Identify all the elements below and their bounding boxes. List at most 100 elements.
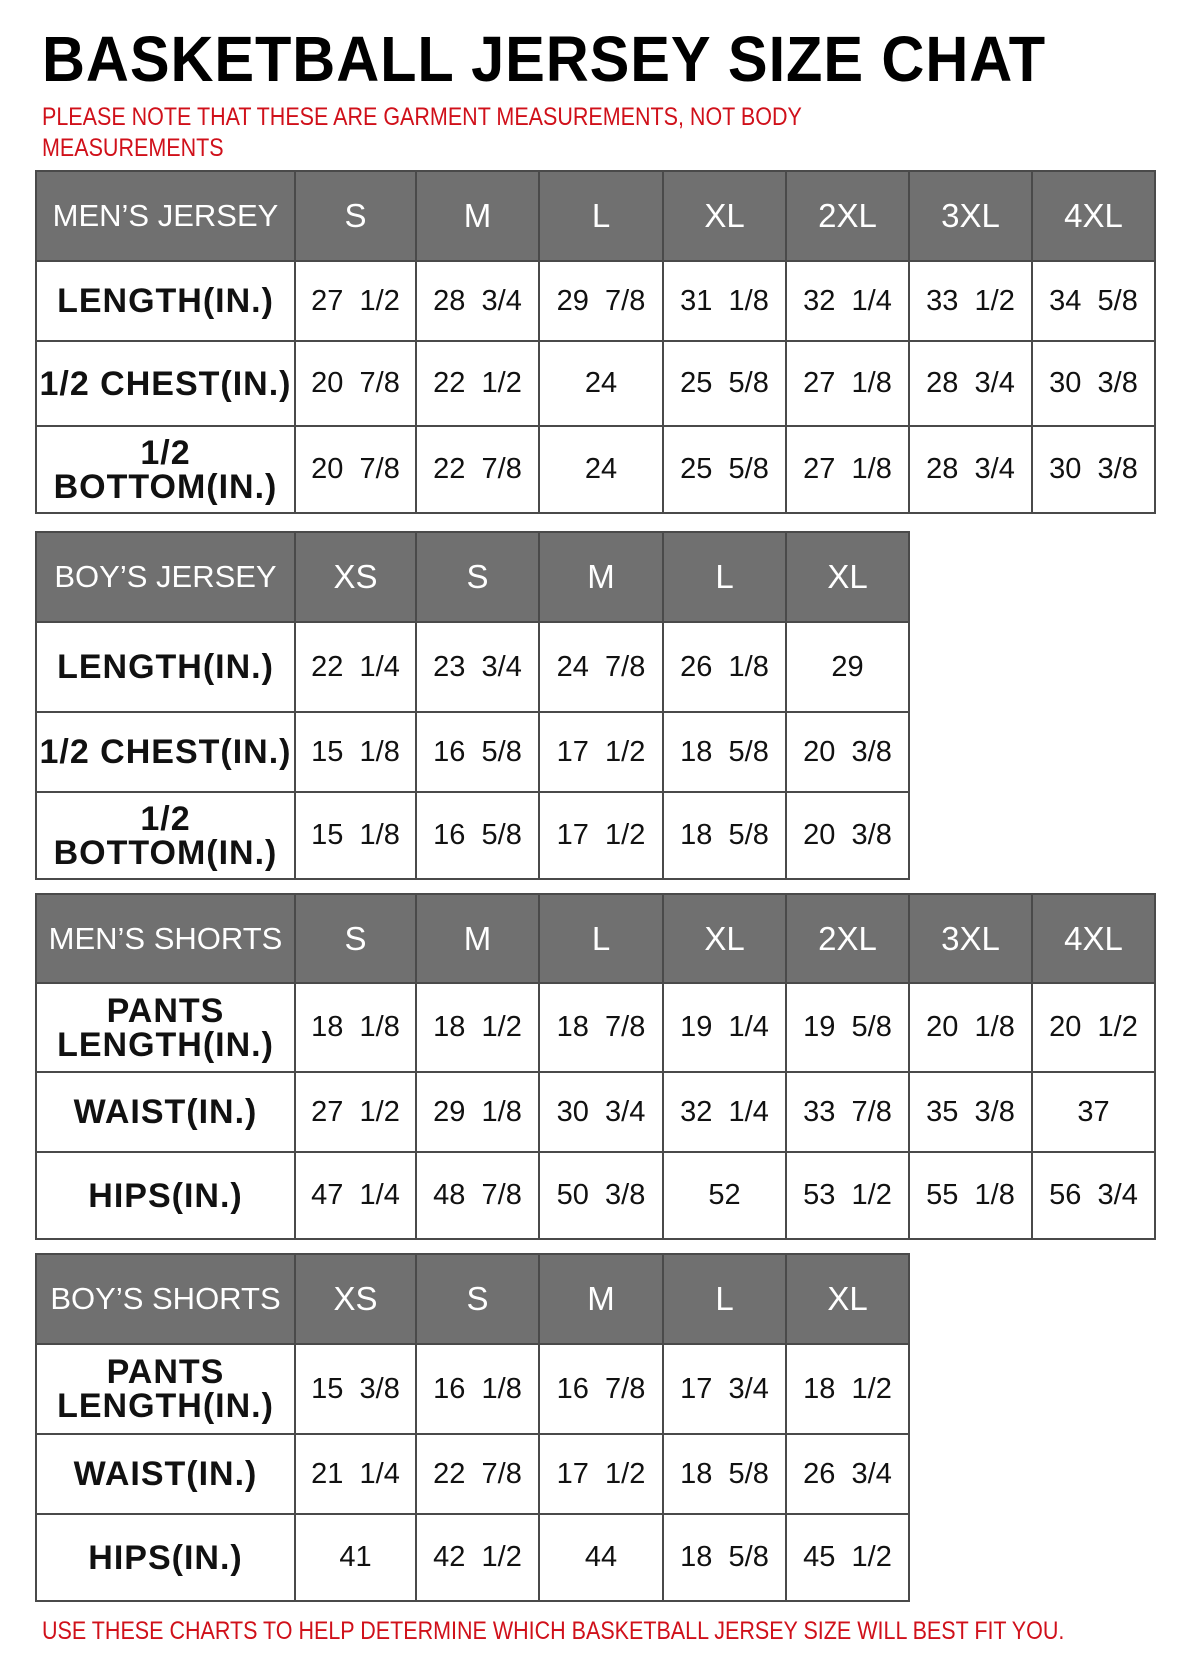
size-header: XL xyxy=(785,531,910,623)
measurement-cell: 20 7/8 xyxy=(294,340,417,427)
measurement-cell: 18 5/8 xyxy=(662,711,787,793)
measurement-cell: 22 1/2 xyxy=(415,340,540,427)
measurement-cell: 17 1/2 xyxy=(538,711,664,793)
table-row: 1/2 BOTTOM(IN.) 20 7/8 22 7/8 24 25 5/8 27 1/… xyxy=(35,425,1156,514)
row-label: HIPS(IN.) xyxy=(35,1151,296,1240)
mens-jersey-table: MEN’S JERSEY S M L XL 2XL 3XL 4XL LENGTH(IN.) 27 … xyxy=(35,170,1156,514)
measurement-cell: 20 1/8 xyxy=(908,982,1033,1073)
page-title: BASKETBALL JERSEY SIZE CHAT xyxy=(42,23,1047,95)
row-label: PANTS LENGTH(IN.) xyxy=(35,982,296,1073)
measurement-cell: 33 7/8 xyxy=(785,1071,910,1153)
measurement-cell: 50 3/8 xyxy=(538,1151,664,1240)
measurement-cell: 16 5/8 xyxy=(415,711,540,793)
table-label: BOY’S JERSEY xyxy=(35,531,296,623)
row-label: LENGTH(IN.) xyxy=(35,621,296,713)
mens-shorts-table: MEN’S SHORTS S M L XL 2XL 3XL 4XL PANTS LENGTH(I… xyxy=(35,893,1156,1240)
measurement-cell: 28 3/4 xyxy=(415,260,540,342)
measurement-cell: 41 xyxy=(294,1513,417,1602)
measurement-cell: 27 1/8 xyxy=(785,425,910,514)
size-header: M xyxy=(415,893,540,984)
measurement-cell: 15 1/8 xyxy=(294,791,417,880)
boys-jersey-table: BOY’S JERSEY XS S M L XL LENGTH(IN.) 22 1/4 23 3… xyxy=(35,531,910,880)
measurement-cell: 32 1/4 xyxy=(662,1071,787,1153)
row-label: WAIST(IN.) xyxy=(35,1071,296,1153)
measurement-cell: 19 1/4 xyxy=(662,982,787,1073)
measurement-cell: 18 5/8 xyxy=(662,791,787,880)
row-label: WAIST(IN.) xyxy=(35,1433,296,1515)
size-header: S xyxy=(415,1253,540,1345)
table-label: BOY’S SHORTS xyxy=(35,1253,296,1345)
size-header: XL xyxy=(662,893,787,984)
measurement-cell: 22 7/8 xyxy=(415,425,540,514)
table-row: 1/2 BOTTOM(IN.) 15 1/8 16 5/8 17 1/2 18 5/8 2… xyxy=(35,791,910,880)
size-header: XS xyxy=(294,531,417,623)
table-header-row: BOY’S SHORTS XS S M L XL xyxy=(35,1253,910,1345)
measurement-cell: 30 3/8 xyxy=(1031,425,1156,514)
measurement-cell: 34 5/8 xyxy=(1031,260,1156,342)
table-label: MEN’S SHORTS xyxy=(35,893,296,984)
measurement-cell: 22 7/8 xyxy=(415,1433,540,1515)
row-label: 1/2 BOTTOM(IN.) xyxy=(35,425,296,514)
measurement-cell: 45 1/2 xyxy=(785,1513,910,1602)
measurement-cell: 16 7/8 xyxy=(538,1343,664,1435)
size-header: 3XL xyxy=(908,893,1033,984)
row-label: PANTS LENGTH(IN.) xyxy=(35,1343,296,1435)
measurement-cell: 26 3/4 xyxy=(785,1433,910,1515)
table-row: LENGTH(IN.) 27 1/2 28 3/4 29 7/8 31 1/8 32 1/… xyxy=(35,260,1156,342)
table-row: WAIST(IN.) 21 1/4 22 7/8 17 1/2 18 5/8 26 3/4 xyxy=(35,1433,910,1515)
measurement-cell: 24 xyxy=(538,425,664,514)
measurement-cell: 29 1/8 xyxy=(415,1071,540,1153)
measurement-cell: 15 1/8 xyxy=(294,711,417,793)
row-label: 1/2 CHEST(IN.) xyxy=(35,711,296,793)
size-header: M xyxy=(538,531,664,623)
measurement-cell: 25 5/8 xyxy=(662,340,787,427)
row-label: HIPS(IN.) xyxy=(35,1513,296,1602)
measurement-cell: 56 3/4 xyxy=(1031,1151,1156,1240)
measurement-cell: 25 5/8 xyxy=(662,425,787,514)
table-row: WAIST(IN.) 27 1/2 29 1/8 30 3/4 32 1/4 33 7/8… xyxy=(35,1071,1156,1153)
measurement-cell: 20 7/8 xyxy=(294,425,417,514)
measurement-cell: 33 1/2 xyxy=(908,260,1033,342)
size-header: M xyxy=(415,170,540,262)
table-label: MEN’S JERSEY xyxy=(35,170,296,262)
measurement-cell: 21 1/4 xyxy=(294,1433,417,1515)
size-header: XL xyxy=(785,1253,910,1345)
measurement-cell: 37 xyxy=(1031,1071,1156,1153)
size-header: XL xyxy=(662,170,787,262)
size-header: S xyxy=(294,170,417,262)
table-row: PANTS LENGTH(IN.) 15 3/8 16 1/8 16 7/8 17 3/… xyxy=(35,1343,910,1435)
measurement-cell: 26 1/8 xyxy=(662,621,787,713)
table-row: 1/2 CHEST(IN.) 15 1/8 16 5/8 17 1/2 18 5/8 20… xyxy=(35,711,910,793)
measurement-cell: 23 3/4 xyxy=(415,621,540,713)
measurement-cell: 53 1/2 xyxy=(785,1151,910,1240)
size-header: M xyxy=(538,1253,664,1345)
measurement-cell: 17 3/4 xyxy=(662,1343,787,1435)
table-row: 1/2 CHEST(IN.) 20 7/8 22 1/2 24 25 5/8 27 1/8… xyxy=(35,340,1156,427)
measurement-cell: 32 1/4 xyxy=(785,260,910,342)
measurement-cell: 29 7/8 xyxy=(538,260,664,342)
measurement-cell: 24 xyxy=(538,340,664,427)
measurement-cell: 30 3/8 xyxy=(1031,340,1156,427)
garment-note: PLEASE NOTE THAT THESE ARE GARMENT MEASU… xyxy=(42,103,802,162)
measurement-cell: 18 1/8 xyxy=(294,982,417,1073)
measurement-cell: 18 5/8 xyxy=(662,1513,787,1602)
size-header: 2XL xyxy=(785,893,910,984)
measurement-cell: 18 7/8 xyxy=(538,982,664,1073)
table-row: HIPS(IN.) 41 42 1/2 44 18 5/8 45 1/2 xyxy=(35,1513,910,1602)
size-header: S xyxy=(294,893,417,984)
measurement-cell: 27 1/2 xyxy=(294,260,417,342)
table-row: PANTS LENGTH(IN.) 18 1/8 18 1/2 18 7/8 19 1/… xyxy=(35,982,1156,1073)
row-label: 1/2 CHEST(IN.) xyxy=(35,340,296,427)
measurement-cell: 47 1/4 xyxy=(294,1151,417,1240)
size-header: S xyxy=(415,531,540,623)
size-header: L xyxy=(662,531,787,623)
table-header-row: MEN’S JERSEY S M L XL 2XL 3XL 4XL xyxy=(35,170,1156,262)
measurement-cell: 28 3/4 xyxy=(908,425,1033,514)
table-header-row: MEN’S SHORTS S M L XL 2XL 3XL 4XL xyxy=(35,893,1156,984)
size-header: 2XL xyxy=(785,170,910,262)
measurement-cell: 18 5/8 xyxy=(662,1433,787,1515)
measurement-cell: 20 1/2 xyxy=(1031,982,1156,1073)
measurement-cell: 29 xyxy=(785,621,910,713)
measurement-cell: 55 1/8 xyxy=(908,1151,1033,1240)
footer-note: USE THESE CHARTS TO HELP DETERMINE WHICH… xyxy=(42,1617,1065,1645)
